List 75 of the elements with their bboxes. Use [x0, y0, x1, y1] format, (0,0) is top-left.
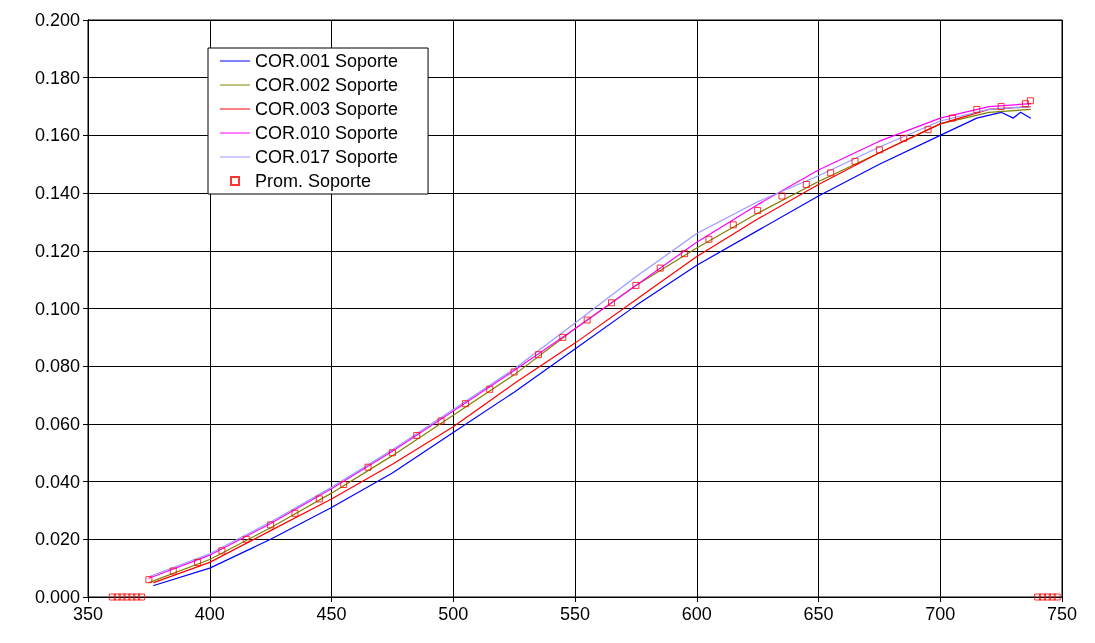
x-tick-label: 500 — [438, 604, 469, 624]
y-tick-label: 0.100 — [34, 298, 80, 319]
point — [510, 368, 518, 376]
point — [1039, 593, 1047, 601]
point — [802, 180, 810, 188]
point — [291, 509, 299, 517]
legend-label: COR.017 Soporte — [255, 147, 399, 167]
point — [108, 593, 116, 601]
legend-label: COR.002 Soporte — [255, 75, 399, 95]
y-tick-label: 0.020 — [34, 529, 80, 550]
point — [583, 316, 591, 324]
point — [632, 281, 640, 289]
point — [413, 431, 421, 439]
point — [1034, 593, 1042, 601]
point — [778, 192, 786, 200]
x-tick-label: 700 — [925, 604, 956, 624]
point — [218, 547, 226, 555]
legend-label: Prom. Soporte — [255, 171, 372, 191]
point — [267, 521, 275, 529]
y-tick-label: 0.140 — [34, 183, 80, 204]
point — [145, 576, 153, 584]
point — [113, 593, 121, 601]
y-tick-label: 0.080 — [34, 356, 80, 377]
point — [1021, 100, 1029, 108]
point — [1026, 97, 1034, 105]
point — [729, 221, 737, 229]
point — [851, 157, 859, 165]
legend-label: COR.003 Soporte — [255, 99, 399, 119]
y-tick-label: 0.120 — [34, 240, 80, 261]
x-tick-label: 750 — [1046, 604, 1078, 624]
x-tick-label: 350 — [72, 604, 104, 624]
legend-label: COR.010 Soporte — [255, 123, 399, 143]
point — [705, 235, 713, 243]
point — [1048, 593, 1056, 601]
point — [827, 169, 835, 177]
point — [169, 567, 177, 575]
y-tick-label: 0.200 — [34, 10, 80, 30]
point — [128, 593, 136, 601]
point — [559, 333, 567, 341]
point — [754, 206, 762, 214]
point — [242, 535, 250, 543]
x-tick-label: 400 — [194, 604, 225, 624]
point — [138, 593, 146, 601]
point — [900, 134, 908, 142]
point — [1043, 593, 1051, 601]
y-tick-label: 0.160 — [34, 125, 80, 146]
point — [437, 417, 445, 425]
point — [656, 264, 664, 272]
y-tick-label: 0.000 — [34, 587, 80, 607]
point — [973, 105, 981, 113]
point — [486, 385, 494, 393]
point — [123, 593, 131, 601]
point — [875, 146, 883, 154]
point — [924, 126, 932, 134]
point — [364, 463, 372, 471]
point — [608, 299, 616, 307]
y-tick-label: 0.180 — [34, 67, 80, 88]
legend-label: COR.001 Soporte — [255, 51, 399, 71]
y-tick-label: 0.060 — [34, 413, 80, 434]
point — [340, 480, 348, 488]
x-tick-label: 600 — [681, 604, 712, 624]
point — [133, 593, 141, 601]
point — [388, 449, 396, 457]
x-tick-label: 650 — [803, 604, 834, 624]
y-tick-label: 0.040 — [34, 471, 80, 492]
point — [997, 103, 1005, 111]
point — [681, 250, 689, 258]
x-tick-label: 450 — [316, 604, 347, 624]
point — [534, 351, 542, 359]
point — [315, 495, 323, 503]
point — [118, 593, 126, 601]
point — [194, 558, 202, 566]
point — [948, 114, 956, 122]
x-tick-label: 550 — [559, 604, 591, 624]
point — [461, 400, 469, 408]
